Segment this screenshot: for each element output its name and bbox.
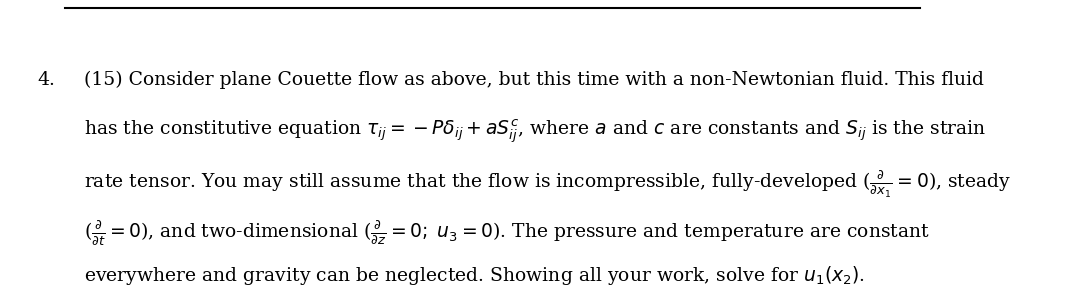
Text: 4.: 4. [37,71,56,89]
Text: (15) Consider plane Couette flow as above, but this time with a non-Newtonian fl: (15) Consider plane Couette flow as abov… [84,71,983,90]
Text: has the constitutive equation $\tau_{ij} = -P\delta_{ij} + aS^c_{ij}$, where $a$: has the constitutive equation $\tau_{ij}… [84,118,987,146]
Text: ($\frac{\partial}{\partial t} = 0$), and two-dimensional ($\frac{\partial}{\part: ($\frac{\partial}{\partial t} = 0$), and… [84,219,930,247]
Text: rate tensor. You may still assume that the flow is incompressible, fully-develop: rate tensor. You may still assume that t… [84,169,1011,200]
Text: everywhere and gravity can be neglected. Showing all your work, solve for $u_1(x: everywhere and gravity can be neglected.… [84,264,865,286]
